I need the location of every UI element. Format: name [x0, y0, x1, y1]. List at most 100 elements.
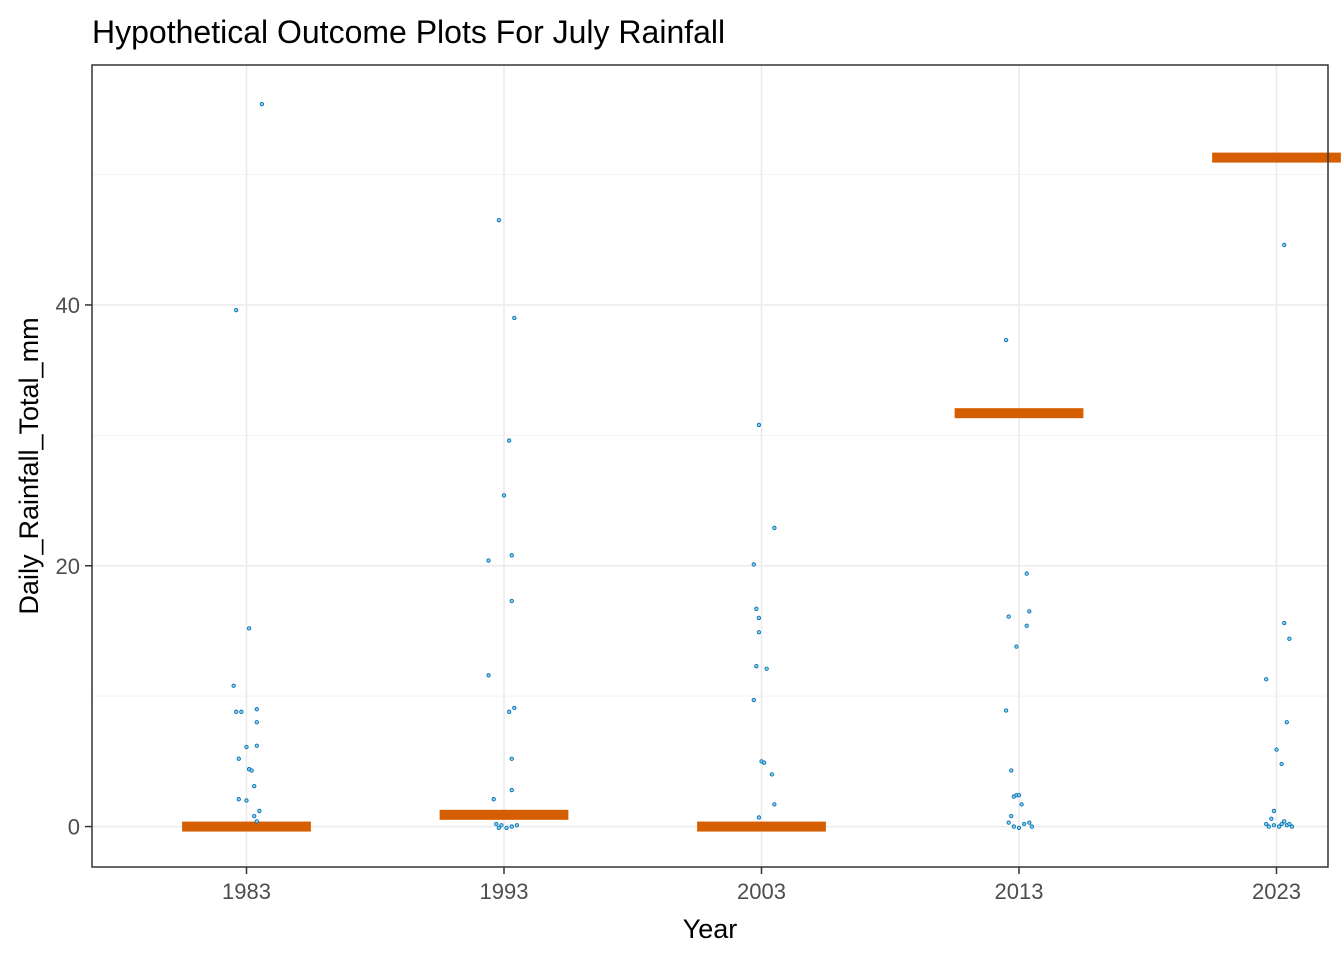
data-point: [499, 823, 504, 828]
data-point: [259, 101, 265, 107]
data-point: [234, 709, 239, 714]
data-point: [254, 819, 259, 824]
y-tick-label: 20: [56, 554, 80, 579]
data-point: [246, 626, 252, 631]
data-point: [1024, 571, 1029, 576]
data-point: [1011, 824, 1016, 829]
data-point: [1016, 793, 1022, 798]
data-point: [254, 743, 259, 748]
data-point: [756, 815, 762, 820]
mean-bars: [182, 152, 1341, 832]
data-point: [1016, 825, 1022, 831]
data-point: [244, 798, 249, 803]
data-point: [1027, 609, 1032, 614]
data-point: [756, 630, 762, 635]
data-point: [756, 422, 762, 428]
grid: [92, 65, 1328, 867]
data-point: [244, 744, 249, 750]
data-point: [1264, 677, 1269, 682]
data-point: [1003, 708, 1009, 713]
x-tick-label: 2013: [995, 879, 1044, 904]
data-point: [1282, 819, 1287, 824]
data-point: [234, 308, 239, 313]
data-point: [1027, 820, 1032, 825]
data-point: [772, 525, 777, 531]
data-point: [254, 720, 259, 725]
data-point: [252, 813, 257, 819]
data-point: [509, 824, 514, 829]
data-point: [236, 756, 241, 761]
data-point: [496, 825, 501, 831]
data-point: [512, 705, 517, 711]
data-point: [761, 760, 767, 765]
data-point: [236, 797, 241, 802]
data-point: [509, 787, 514, 793]
data-point: [506, 438, 512, 443]
data-point: [506, 709, 512, 714]
data-point: [1289, 824, 1295, 829]
data-point: [1276, 824, 1282, 829]
data-point: [501, 493, 507, 498]
mean-bar-1993: [439, 809, 569, 820]
data-point: [486, 673, 491, 678]
data-point: [1024, 623, 1029, 628]
data-point: [254, 707, 259, 712]
data-point: [239, 709, 244, 714]
data-point: [509, 553, 514, 558]
data-point: [1003, 338, 1009, 343]
x-tick-label: 2003: [737, 879, 786, 904]
data-point: [764, 666, 769, 671]
data-point: [1022, 821, 1027, 827]
data-point: [494, 821, 499, 827]
data-point: [486, 558, 491, 563]
data-point: [1282, 242, 1287, 248]
data-point: [1266, 824, 1271, 829]
data-point: [1282, 620, 1287, 626]
data-points: [231, 101, 1295, 831]
data-point: [756, 615, 762, 621]
data-point: [1006, 820, 1011, 825]
mean-bar-2003: [697, 821, 826, 832]
data-point: [1029, 824, 1035, 829]
data-point: [1279, 821, 1284, 827]
data-point: [252, 783, 257, 789]
mean-bar-2023: [1212, 152, 1341, 163]
data-point: [514, 823, 520, 828]
x-tick-label: 1983: [222, 879, 271, 904]
mean-bar-1983: [182, 821, 311, 832]
data-point: [751, 697, 756, 703]
data-point: [496, 218, 501, 223]
data-point: [231, 683, 236, 688]
data-point: [257, 808, 262, 814]
plot-panel-border: [91, 64, 1329, 868]
x-tick-label: 2023: [1252, 879, 1301, 904]
data-point: [1287, 821, 1292, 827]
data-point: [509, 598, 514, 604]
data-point: [1019, 802, 1024, 807]
data-point: [1009, 813, 1014, 819]
data-point: [1006, 614, 1011, 619]
x-tick-label: 1993: [480, 879, 529, 904]
data-point: [1271, 823, 1277, 828]
data-point: [1279, 761, 1284, 767]
data-point: [751, 562, 756, 567]
y-tick-label: 0: [68, 815, 80, 840]
data-point: [509, 756, 514, 761]
axes: 0 20 40 1983 1993 2003 2013 2023: [56, 293, 1301, 904]
data-point: [491, 797, 496, 802]
data-point: [754, 664, 759, 669]
y-tick-label: 40: [56, 293, 80, 318]
data-point: [1264, 821, 1269, 827]
data-point: [1271, 808, 1277, 814]
data-point: [1287, 636, 1292, 641]
data-point: [1269, 816, 1274, 821]
data-point: [1014, 644, 1019, 649]
data-point: [1274, 747, 1279, 752]
chart-title: Hypothetical Outcome Plots For July Rain…: [92, 14, 725, 50]
data-point: [1284, 720, 1289, 725]
data-point: [249, 768, 254, 773]
data-point: [769, 772, 774, 777]
data-point: [504, 825, 509, 831]
data-point: [754, 606, 759, 611]
